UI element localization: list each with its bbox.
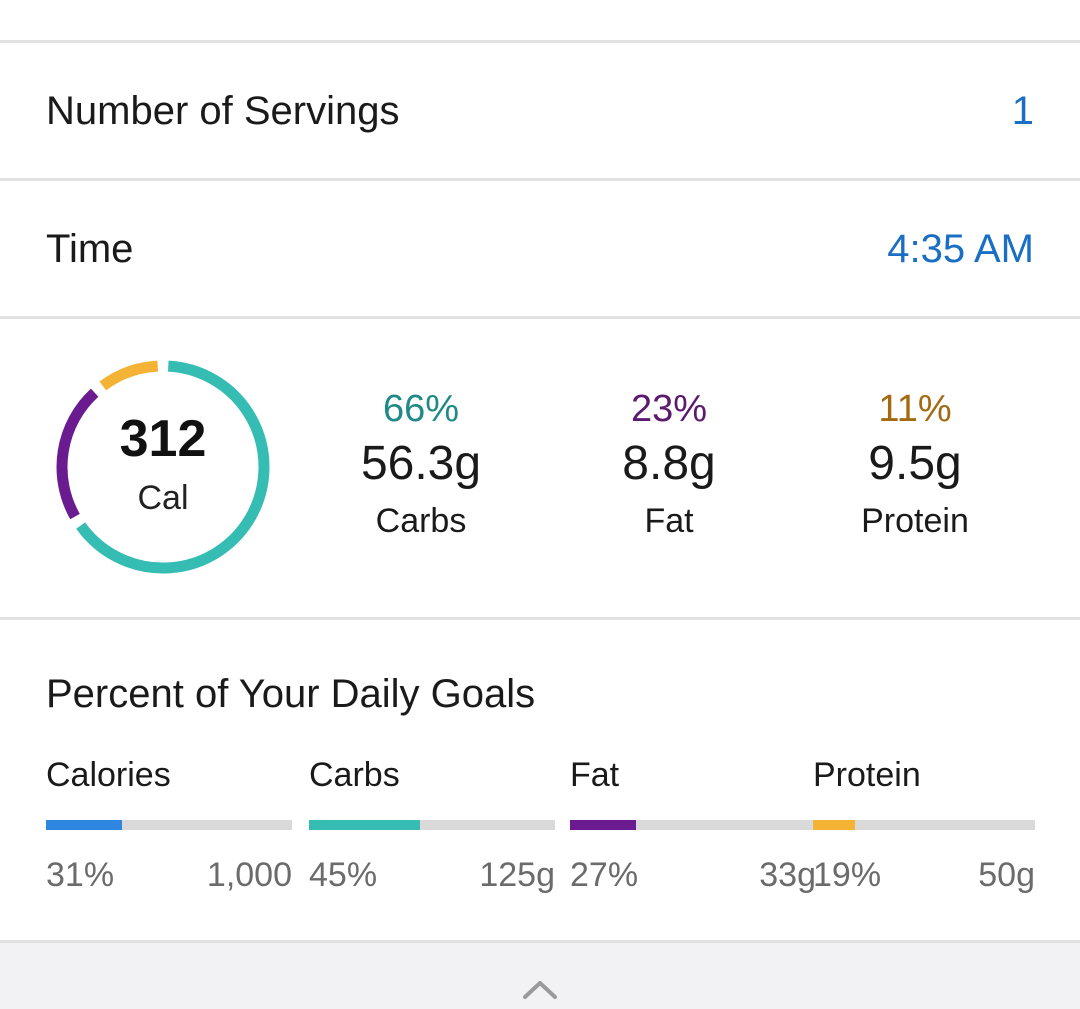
goal-calories: Calories 31% 1,000 <box>46 756 292 895</box>
time-label: Time <box>46 226 134 271</box>
macro-grams: 8.8g <box>622 437 716 490</box>
divider <box>0 940 1080 943</box>
divider <box>0 617 1080 620</box>
daily-goals-title: Percent of Your Daily Goals <box>46 672 536 716</box>
servings-label: Number of Servings <box>46 88 400 133</box>
divider <box>0 316 1080 319</box>
goal-percent: 19% <box>813 856 882 894</box>
goal-percent: 27% <box>570 856 639 894</box>
macro-fat: 23% 8.8g Fat <box>569 390 769 538</box>
time-row[interactable]: Time 4:35 AM <box>0 181 1080 317</box>
macro-carbs: 66% 56.3g Carbs <box>321 390 521 538</box>
servings-row[interactable]: Number of Servings 1 <box>0 43 1080 179</box>
bottom-sheet-handle[interactable] <box>0 943 1080 1009</box>
ring-segment-fat <box>56 388 99 520</box>
time-value[interactable]: 4:35 AM <box>887 226 1034 271</box>
goal-target: 33g <box>759 856 816 894</box>
goal-progress-fill <box>46 820 123 830</box>
ring-segment-protein <box>99 360 159 391</box>
goal-name: Protein <box>813 756 921 794</box>
goal-numbers: 45% 125g <box>309 856 555 895</box>
goal-progress-bar <box>813 820 1035 830</box>
goal-fat: Fat 27% 33g <box>570 756 816 895</box>
goal-numbers: 31% 1,000 <box>46 856 292 895</box>
goal-progress-bar <box>46 820 292 830</box>
goal-numbers: 27% 33g <box>570 856 816 895</box>
macro-grams: 56.3g <box>360 437 482 490</box>
goal-progress-bar <box>309 820 555 830</box>
ring-segment-carbs <box>76 360 270 574</box>
divider <box>0 178 1080 181</box>
goal-percent: 31% <box>46 856 115 894</box>
goal-name: Fat <box>570 756 620 794</box>
macro-percent: 66% <box>382 388 460 430</box>
goal-progress-fill <box>570 820 637 830</box>
macro-percent: 23% <box>630 388 708 430</box>
goal-progress-bar <box>570 820 816 830</box>
macro-protein: 11% 9.5g Protein <box>815 390 1015 538</box>
calorie-ring: 312 Cal <box>56 360 270 574</box>
goal-percent: 45% <box>309 856 378 894</box>
servings-value[interactable]: 1 <box>1011 88 1034 133</box>
goal-progress-fill <box>813 820 856 830</box>
goal-name: Carbs <box>309 756 400 794</box>
calorie-ring-chart <box>56 360 270 574</box>
goal-numbers: 19% 50g <box>813 856 1035 895</box>
calories-value: 312 <box>119 409 207 468</box>
calories-unit: Cal <box>137 478 189 517</box>
goal-progress-fill <box>309 820 420 830</box>
macro-name: Carbs <box>375 502 467 540</box>
goal-target: 125g <box>479 856 555 894</box>
macro-name: Fat <box>644 502 694 540</box>
chevron-up-icon[interactable] <box>522 978 558 1000</box>
macro-name: Protein <box>861 502 969 540</box>
goal-target: 1,000 <box>206 856 292 894</box>
macro-grams: 9.5g <box>868 437 962 490</box>
goal-carbs: Carbs 45% 125g <box>309 756 555 895</box>
goal-target: 50g <box>978 856 1035 894</box>
goal-name: Calories <box>46 756 171 794</box>
divider <box>0 40 1080 43</box>
goal-protein: Protein 19% 50g <box>813 756 1035 895</box>
ring-center: 312 Cal <box>56 360 270 574</box>
macro-percent: 11% <box>878 388 952 430</box>
